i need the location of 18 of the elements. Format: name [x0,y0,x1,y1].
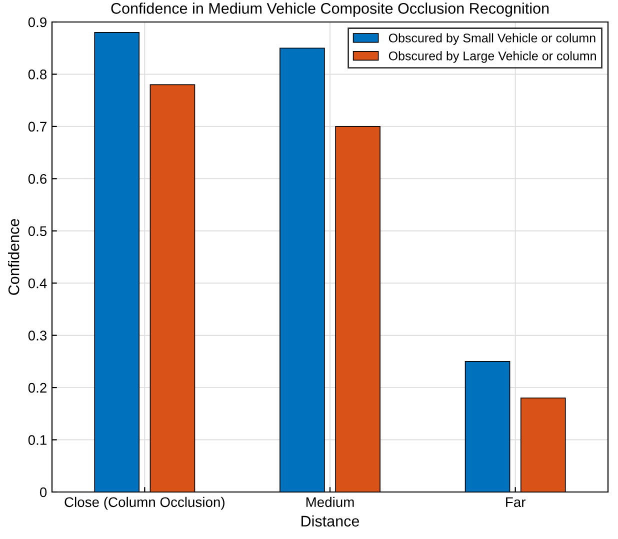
x-tick-label: Medium [306,496,354,508]
y-axis-title: Confidence [8,219,20,295]
y-tick-label: 0.9 [28,17,46,28]
y-tick-label: 0.8 [28,70,47,80]
y-tick-label: 0.3 [28,330,47,341]
chart-title: Confidence in Medium Vehicle Composite Occlusion Recognition [111,2,549,17]
y-tick-label: 0.4 [28,278,47,288]
legend-label: Obscured by Large Vehicle or column [388,51,596,63]
x-tick-label: Far [506,497,526,508]
y-tick-label: 0 [40,487,47,498]
y-tick-label: 0.5 [28,226,47,236]
x-tick-label: Close (Column Occlusion) [64,496,224,510]
legend-label: Obscured by Small Vehicle or column [388,33,596,45]
y-tick-label: 0.1 [28,435,46,445]
y-tick-label: 0.2 [28,382,46,393]
x-axis-title: Distance [302,515,360,527]
y-tick-label: 0.6 [28,174,47,184]
y-tick-label: 0.7 [28,122,46,132]
